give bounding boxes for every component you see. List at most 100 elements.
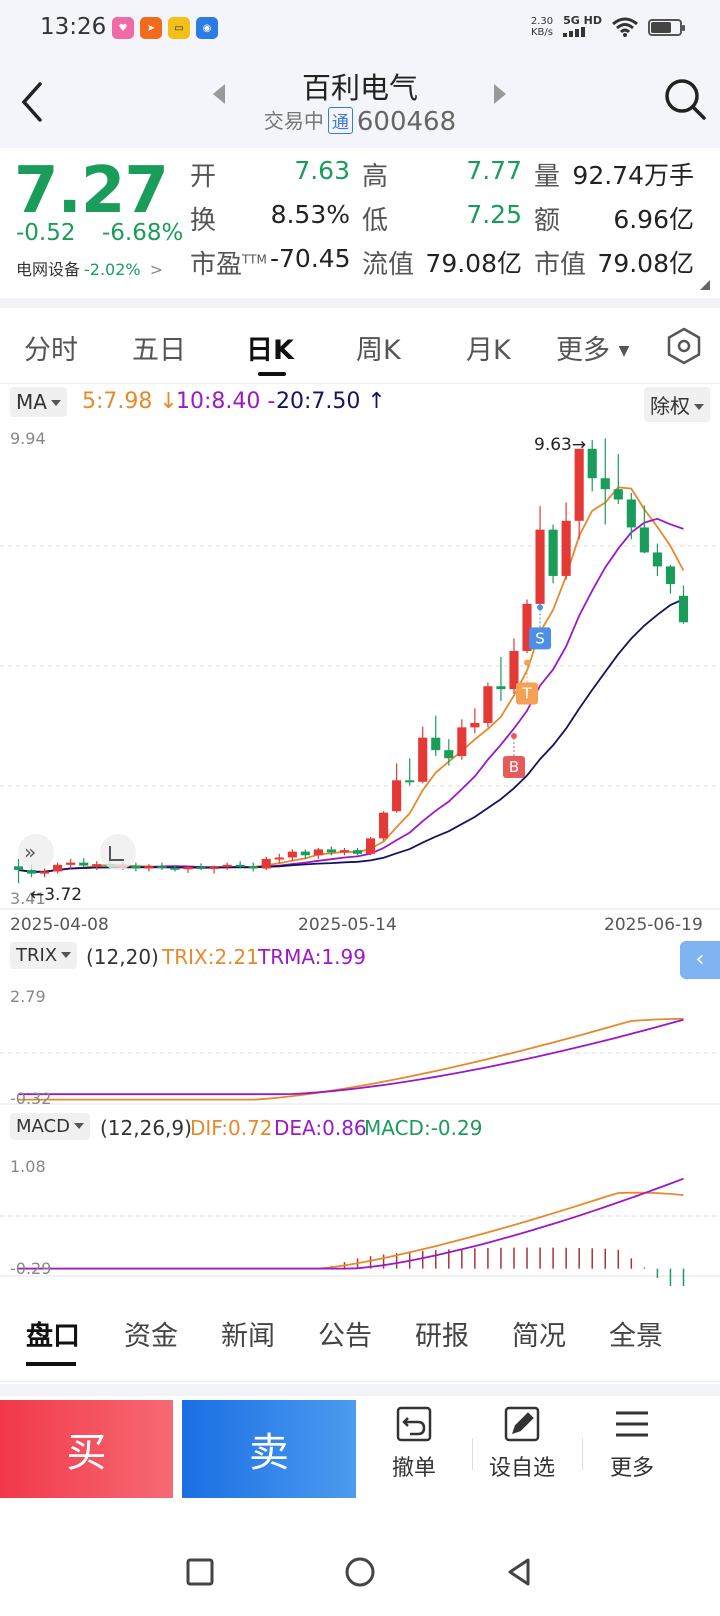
trix-y-bottom: -0.32: [10, 1089, 51, 1108]
status-time: 13:26: [40, 14, 107, 40]
tab-announcements[interactable]: 公告: [318, 1321, 372, 1352]
network-badge: 5G HD: [563, 14, 602, 40]
high-label: 高: [362, 162, 389, 192]
candle-body: [470, 722, 480, 728]
x-label-mid: 2025-05-14: [298, 915, 397, 935]
cancel-order-button[interactable]: 撤单: [364, 1404, 464, 1482]
ma10-value: 10:8.40 -: [176, 389, 276, 414]
tab-intraday[interactable]: 分时: [24, 335, 78, 366]
take-signal-dot: [524, 659, 531, 666]
candle-body: [365, 838, 376, 854]
candles: [13, 438, 689, 884]
collapse-panel-icon[interactable]: ‹: [680, 941, 720, 979]
add-watchlist-button[interactable]: 设自选: [472, 1404, 572, 1482]
system-back-icon[interactable]: [508, 1558, 530, 1586]
x-label-start: 2025-04-08: [10, 915, 109, 935]
tab-five-day[interactable]: 五日: [132, 335, 186, 366]
dif-value: DIF:0.72: [190, 1116, 273, 1140]
max-price-mark: 9.63→: [534, 435, 586, 455]
ma-selector[interactable]: MA: [10, 387, 67, 417]
ma20-value: 20:7.50 ↑: [276, 389, 386, 414]
tab-monthly-k[interactable]: 月K: [466, 335, 511, 366]
price-change: -0.52: [16, 220, 76, 246]
battery-icon: [648, 18, 685, 36]
amount-label: 额: [534, 206, 561, 236]
dropdown-icon: [73, 1123, 84, 1129]
trix-line: [18, 1017, 684, 1101]
candle-body: [326, 849, 337, 853]
settings-hexagon-icon[interactable]: [664, 326, 704, 366]
expand-corner-icon[interactable]: [700, 280, 710, 290]
sell-signal-badge: [529, 627, 552, 650]
low-label: 低: [362, 206, 389, 236]
tab-profile[interactable]: 简况: [512, 1321, 566, 1352]
macd-selector[interactable]: MACD: [10, 1113, 90, 1140]
buy-button[interactable]: 买: [0, 1400, 173, 1498]
next-stock-icon[interactable]: [494, 84, 506, 104]
open-label: 开: [190, 162, 217, 192]
candle-body: [587, 448, 597, 479]
stock-name: 百利电气: [301, 71, 418, 105]
candle-body: [131, 865, 141, 869]
search-icon[interactable]: [662, 76, 708, 122]
tab-weekly-k[interactable]: 周K: [356, 335, 401, 366]
period-tabs: 分时 五日 日K 周K 月K 更多 ▼: [0, 318, 720, 380]
adjust-selector[interactable]: 除权: [644, 387, 710, 422]
dea-line: [18, 1177, 684, 1270]
kline-chart[interactable]: B T S 9.94 3.41 9.63→ ←3.72 2025-04-08 202…: [0, 426, 720, 1302]
pe-label: 市盈TTM: [190, 250, 267, 280]
ma10-line: [18, 517, 684, 873]
macd-chart: [18, 1177, 685, 1302]
candle-body: [183, 867, 193, 870]
candle-body: [652, 552, 662, 567]
trix-selector[interactable]: TRIX: [10, 942, 78, 969]
tab-research[interactable]: 研报: [415, 1321, 469, 1352]
status-indicators: 2.30 KB/s 5G HD: [531, 14, 685, 40]
edit-icon: [504, 1406, 540, 1442]
tab-news[interactable]: 新闻: [221, 1321, 275, 1352]
separator: [472, 1438, 473, 1470]
candle-body: [639, 527, 649, 553]
tab-daily-k[interactable]: 日K: [246, 335, 294, 366]
trix-value: TRIX:2.21: [162, 945, 259, 969]
sector-link[interactable]: 电网设备 -2.02% >: [16, 260, 164, 279]
tab-order-book[interactable]: 盘口: [26, 1321, 80, 1352]
trma-value: TRMA:1.99: [258, 945, 366, 969]
candle-body: [665, 566, 676, 585]
back-icon[interactable]: [14, 78, 54, 126]
sell-button[interactable]: 卖: [182, 1400, 356, 1498]
home-icon[interactable]: [345, 1557, 375, 1587]
chart-area[interactable]: B T S 9.94 3.41 9.63→ ←3.72 2025-04-08 202…: [0, 426, 720, 1302]
prev-stock-icon[interactable]: [213, 84, 225, 104]
candle-body: [274, 857, 284, 860]
expand-left-icon[interactable]: »: [18, 834, 54, 870]
status-bar: 13:26 ♥ ➤ ▭ ◉ 2.30 KB/s 5G HD: [0, 0, 720, 56]
candle-body: [626, 499, 636, 528]
fullscreen-icon[interactable]: [100, 834, 136, 870]
more-button[interactable]: 更多: [582, 1404, 682, 1482]
tab-capital[interactable]: 资金: [124, 1321, 178, 1352]
candle-body: [352, 850, 363, 854]
svg-text:»: »: [24, 840, 36, 864]
volume-label: 量: [534, 162, 561, 192]
candle-body: [496, 686, 506, 690]
low-value: 7.25: [466, 200, 522, 229]
macd-header: MACD (12,26,9) DIF:0.72 DEA:0.86 MACD:-0…: [0, 1112, 720, 1146]
detail-tabs: 盘口 资金 新闻 公告 研报 简况 全景: [0, 1302, 720, 1382]
price-change-pct: -6.68%: [102, 220, 184, 246]
candle-body: [196, 867, 206, 870]
candle-body: [379, 812, 389, 839]
trading-status: 交易中: [263, 109, 324, 133]
signal-icon: [563, 27, 586, 37]
trix-params: (12,20): [86, 945, 159, 969]
tong-badge[interactable]: 通: [327, 107, 353, 134]
tab-more[interactable]: 更多 ▼: [556, 335, 630, 366]
recent-apps-icon[interactable]: [186, 1558, 214, 1586]
candle-body: [26, 869, 37, 874]
dropdown-icon: [694, 404, 704, 410]
buy-signal-label: B: [509, 758, 519, 776]
app-notification-icon: ♥: [112, 17, 134, 39]
tab-overview[interactable]: 全景: [609, 1321, 663, 1352]
dropdown-icon: ▼: [618, 343, 630, 359]
candle-body: [392, 780, 402, 812]
